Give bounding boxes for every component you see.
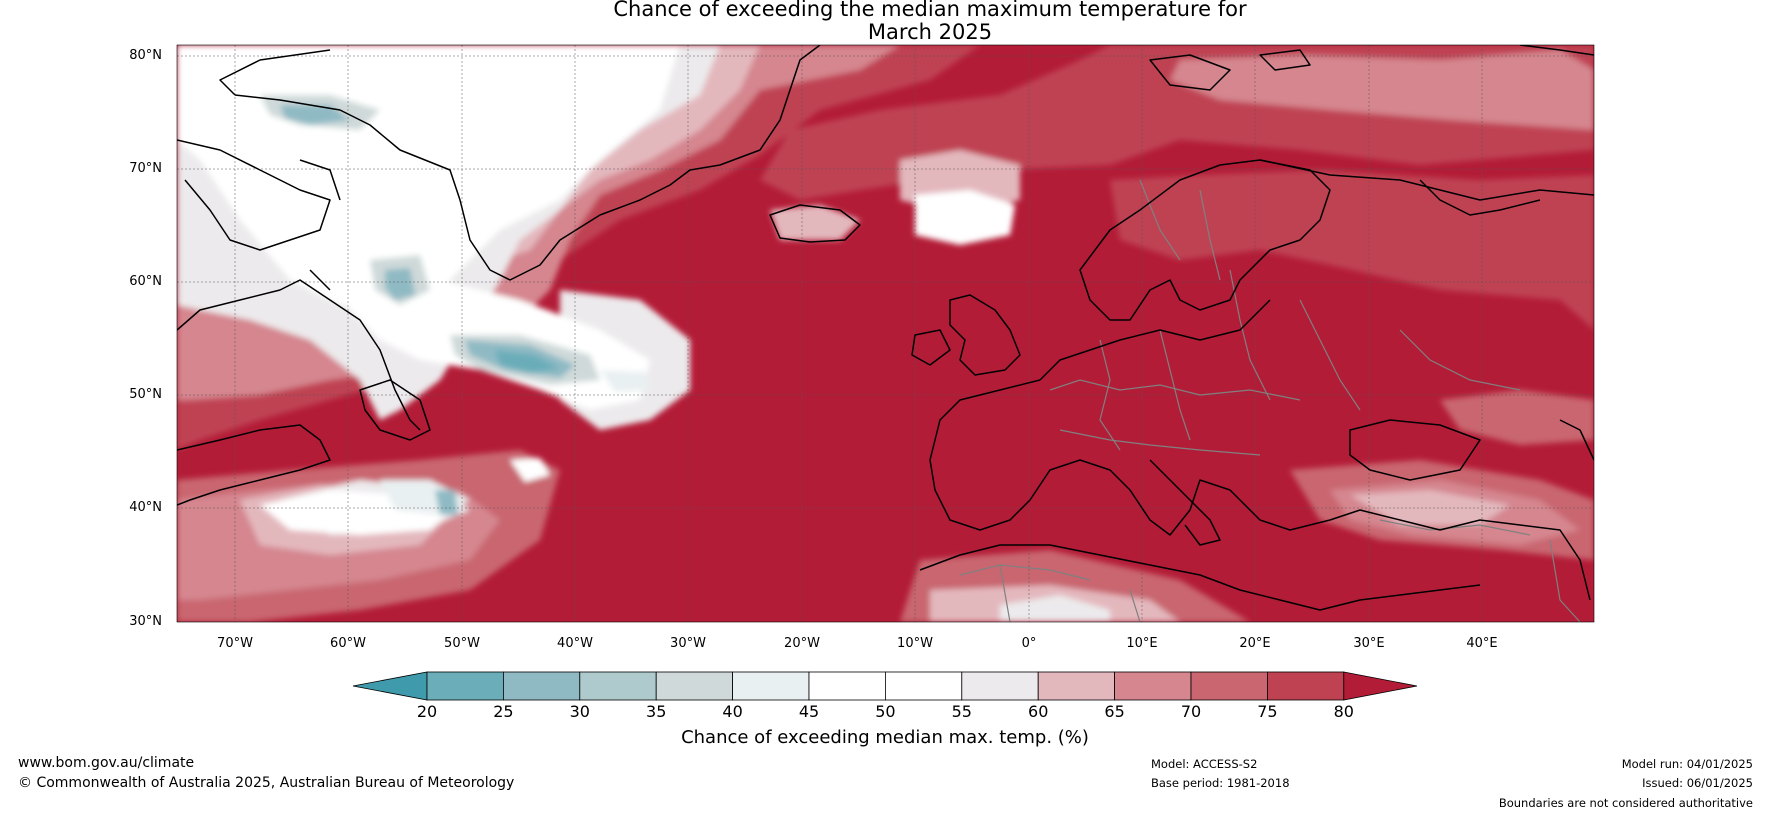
footer-website: www.bom.gov.au/climate xyxy=(18,755,195,771)
colorbar-label: Chance of exceeding median max. temp. (%… xyxy=(681,727,1089,748)
colorbar-tick-75: 75 xyxy=(1257,702,1278,721)
zone-40-45-mid-atlantic xyxy=(600,370,650,392)
colorbar-bin-35-40 xyxy=(655,671,734,701)
zone-75-80-scandinavia xyxy=(1110,170,1594,330)
zone-25-30-atlantic xyxy=(435,490,458,515)
lon-label-20w: 20°W xyxy=(784,636,820,651)
colorbar-bin-20-25 xyxy=(426,671,504,701)
zone-45-55-atlantic-spot xyxy=(510,458,550,482)
footer-model: Model: ACCESS-S2 xyxy=(1151,757,1258,771)
colorbar-tick-65: 65 xyxy=(1104,702,1125,721)
colorbar-extend-high xyxy=(1343,671,1418,701)
colorbar-bin-25-30 xyxy=(502,671,581,701)
footer-issued: Issued: 06/01/2025 xyxy=(1642,776,1753,790)
colorbar-bin-70-75 xyxy=(1190,671,1268,701)
lat-label-70n: 70°N xyxy=(129,161,162,176)
colorbar-tick-45: 45 xyxy=(798,702,820,721)
lon-label-50w: 50°W xyxy=(444,636,480,651)
lat-label-30n: 30°N xyxy=(129,614,162,629)
colorbar xyxy=(352,671,1418,701)
colorbar-tick-55: 55 xyxy=(951,702,972,721)
colorbar-tick-40: 40 xyxy=(722,702,743,721)
colorbar-bin-50-55 xyxy=(885,671,963,701)
colorbar-bin-55-60 xyxy=(961,671,1039,701)
colorbar-extend-low xyxy=(352,671,428,701)
zone-70-75-caucasus xyxy=(1440,390,1594,445)
lat-label-40n: 40°N xyxy=(129,500,162,515)
lon-label-10e: 10°E xyxy=(1126,636,1158,651)
footer-base-period: Base period: 1981-2018 xyxy=(1151,776,1290,790)
zone-25-30-labrador xyxy=(385,268,415,300)
lon-label-60w: 60°W xyxy=(330,636,366,651)
lon-label-70w: 70°W xyxy=(217,636,253,651)
zone-45-55-norwegian-sea xyxy=(915,190,1015,245)
footer-model-run: Model run: 04/01/2025 xyxy=(1621,757,1753,771)
lon-label-0: 0° xyxy=(1021,636,1037,651)
colorbar-bin-45-50 xyxy=(808,671,886,701)
lon-label-30e: 30°E xyxy=(1353,636,1385,651)
zone-60-65-iceland xyxy=(770,205,860,240)
coastlines xyxy=(177,45,1594,611)
zone-60-65-black-sea-south xyxy=(1350,490,1510,525)
lon-label-40e: 40°E xyxy=(1466,636,1498,651)
map-title: Chance of exceeding the median maximum t… xyxy=(0,0,1770,44)
colorbar-tick-30: 30 xyxy=(569,702,590,721)
lon-label-10w: 10°W xyxy=(897,636,933,651)
lat-label-50n: 50°N xyxy=(129,387,162,402)
probability-field xyxy=(177,45,1594,622)
colorbar-bin-60-65 xyxy=(1037,671,1115,701)
lon-label-20e: 20°E xyxy=(1239,636,1271,651)
zone-25-30-greenland xyxy=(280,105,350,125)
lat-label-80n: 80°N xyxy=(129,48,162,63)
colorbar-tick-70: 70 xyxy=(1180,702,1202,721)
footer-copyright: © Commonwealth of Australia 2025, Austra… xyxy=(18,775,515,791)
map-frame xyxy=(176,44,1595,623)
colorbar-tick-25: 25 xyxy=(493,702,514,721)
colorbar-tick-20: 20 xyxy=(416,702,438,721)
zone-20-25-labrador-sea xyxy=(495,350,560,374)
footer-disclaimer: Boundaries are not considered authoritat… xyxy=(1498,796,1753,810)
colorbar-bin-75-80 xyxy=(1267,671,1345,701)
colorbar-bin-40-45 xyxy=(732,671,810,701)
lat-label-60n: 60°N xyxy=(129,274,162,289)
colorbar-tick-60: 60 xyxy=(1028,702,1049,721)
colorbar-bin-65-70 xyxy=(1114,671,1192,701)
colorbar-bin-30-35 xyxy=(579,671,657,701)
colorbar-tick-50: 50 xyxy=(875,702,896,721)
lon-label-30w: 30°W xyxy=(670,636,706,651)
title-line-2: March 2025 xyxy=(867,20,993,44)
zone-55-60-north-africa xyxy=(1000,595,1110,622)
colorbar-tick-35: 35 xyxy=(646,702,667,721)
title-line-1: Chance of exceeding the median maximum t… xyxy=(613,0,1247,21)
country-borders xyxy=(959,179,1581,622)
lon-label-40w: 40°W xyxy=(557,636,593,651)
colorbar-tick-80: 80 xyxy=(1333,702,1354,721)
